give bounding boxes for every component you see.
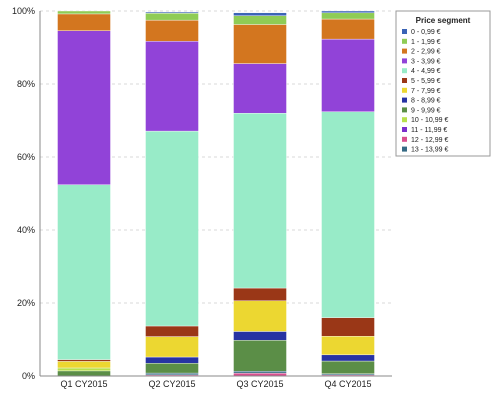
legend-swatch: [402, 58, 407, 64]
legend-entry: 12 - 12,99 €: [411, 137, 448, 144]
bar-segment: [233, 15, 287, 25]
bar-segment: [233, 331, 287, 341]
bar-segment: [145, 372, 199, 376]
bar-segment: [57, 367, 111, 372]
legend-entry: 11 - 11,99 €: [411, 127, 447, 134]
bar-segment: [57, 13, 111, 31]
bar-segment: [57, 370, 111, 377]
bars: [57, 10, 375, 377]
bar-segment: [321, 111, 375, 318]
bar-segment: [233, 340, 287, 372]
legend-swatch: [402, 87, 407, 93]
bar-segment: [145, 11, 199, 14]
legend-entry: 8 - 8,99 €: [411, 98, 441, 105]
legend-swatch: [402, 38, 407, 44]
bar-segment: [233, 112, 287, 289]
bar-segment: [145, 12, 199, 21]
y-tick-label: 100%: [12, 6, 35, 16]
legend-entry: 4 - 4,99 €: [411, 68, 441, 75]
bar-segment: [145, 363, 199, 374]
bar-segment: [57, 361, 111, 369]
legend-entry: 5 - 5,99 €: [411, 78, 441, 85]
y-tick-label: 0%: [22, 371, 35, 381]
legend-swatch: [402, 78, 407, 83]
bar-segment: [233, 24, 287, 64]
bar-segment: [321, 360, 375, 375]
x-tick-label: Q4 CY2015: [324, 379, 371, 389]
bar-segment: [233, 300, 287, 332]
y-tick-label: 80%: [17, 79, 35, 89]
legend-entry: 0 - 0,99 €: [411, 29, 441, 36]
legend-swatch: [402, 127, 407, 132]
x-tick-label: Q3 CY2015: [236, 379, 283, 389]
legend-swatch: [402, 146, 407, 152]
bar-segment: [57, 359, 111, 362]
legend-entry: 3 - 3,99 €: [411, 58, 441, 65]
y-tick-label: 20%: [17, 298, 35, 308]
y-tick-label: 40%: [17, 225, 35, 235]
bar-segment: [233, 12, 287, 16]
legend-swatch: [402, 29, 407, 34]
bar-segment: [145, 41, 199, 132]
bar-segment: [321, 12, 375, 20]
x-tick-label: Q1 CY2015: [60, 379, 107, 389]
legend-entry: 10 - 10,99 €: [411, 117, 448, 124]
legend-swatch: [402, 136, 407, 142]
bar-segment: [145, 130, 199, 327]
legend-swatch: [402, 68, 407, 74]
bar-segment: [321, 354, 375, 362]
bar-segment: [57, 30, 111, 185]
legend-entry: 9 - 9,99 €: [411, 107, 441, 114]
bar-segment: [145, 19, 199, 42]
legend-entry: 2 - 2,99 €: [411, 49, 441, 56]
bar-segment: [57, 10, 111, 15]
bar-segment: [321, 38, 375, 112]
legend: Price segment 0 - 0,99 € 1 - 1,99 € 2 - 2,9…: [395, 10, 491, 157]
legend-swatch: [402, 117, 407, 123]
bar-segment: [145, 356, 199, 364]
bar-segment: [145, 325, 199, 337]
legend-entry: 1 - 1,99 €: [411, 39, 441, 46]
legend-entry: 13 - 13,99 €: [411, 147, 448, 154]
y-tick-label: 60%: [17, 152, 35, 162]
grid: [40, 10, 392, 304]
legend-entry: 7 - 7,99 €: [411, 88, 441, 95]
legend-swatch: [402, 107, 407, 113]
bar-segment: [145, 336, 199, 358]
bar-segment: [57, 184, 111, 360]
bar-segment: [321, 317, 375, 337]
axes: 0% 20% 40% 60% 80% 100% Q1 CY2015 Q2 CY2015 Q3 C…: [12, 6, 392, 389]
bar-segment: [321, 336, 375, 356]
x-tick-label: Q2 CY2015: [148, 379, 195, 389]
bar-segment: [233, 371, 287, 374]
bar-segment: [233, 63, 287, 114]
bar-segment: [321, 10, 375, 14]
legend-title: Price segment: [416, 16, 471, 25]
bar-segment: [233, 287, 287, 302]
legend-box: [395, 10, 491, 157]
legend-swatch: [402, 48, 407, 54]
bar-segment: [321, 18, 375, 40]
legend-swatch: [402, 97, 407, 103]
